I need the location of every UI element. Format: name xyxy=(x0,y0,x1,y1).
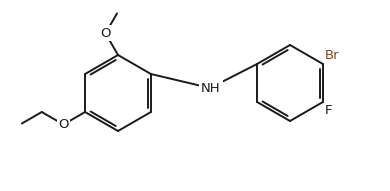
Text: NH: NH xyxy=(201,82,221,95)
Text: Br: Br xyxy=(325,49,340,62)
Text: O: O xyxy=(100,27,111,40)
Text: F: F xyxy=(325,104,332,117)
Text: O: O xyxy=(58,118,69,131)
